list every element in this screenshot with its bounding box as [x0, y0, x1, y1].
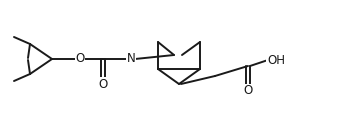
Text: OH: OH	[267, 54, 285, 66]
Text: N: N	[127, 52, 135, 66]
Text: O: O	[98, 77, 108, 91]
Text: O: O	[76, 52, 84, 66]
Text: O: O	[243, 85, 253, 97]
